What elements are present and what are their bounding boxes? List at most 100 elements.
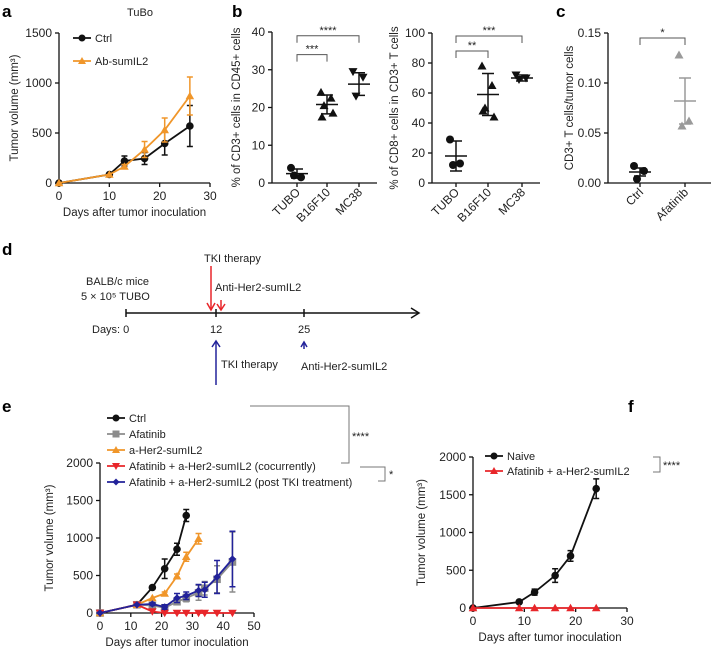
data-point	[182, 511, 191, 520]
data-point	[358, 73, 368, 82]
x-tick-label: MC38	[333, 185, 366, 218]
data-point	[566, 552, 575, 560]
data-point	[630, 162, 638, 170]
data-point	[148, 600, 157, 608]
data-point	[592, 484, 600, 493]
data-point	[446, 135, 454, 144]
y-tick-label: 1500	[439, 488, 466, 502]
y-tick-label: 1000	[66, 531, 93, 545]
y-tick-label: 60	[412, 86, 426, 100]
data-point	[328, 108, 338, 117]
group-b16f10	[477, 61, 499, 121]
chart-title: TuBo	[127, 7, 153, 19]
data-point	[160, 564, 169, 573]
data-point	[54, 178, 64, 187]
chart-f: 0 500 1000 1500 2000 Tumor volume (mm³) 0 10 20 3…	[416, 450, 681, 644]
mean-sd-bar	[629, 167, 651, 177]
legend-marker	[112, 463, 120, 470]
panel-label-f: f	[628, 397, 634, 416]
y-tick-label: 0	[45, 176, 52, 190]
data-point	[140, 154, 149, 163]
series-line	[58, 125, 191, 184]
legend-label: Ab-sumIL2	[95, 56, 148, 68]
data-point	[160, 125, 169, 134]
x-tick-label: Afatinib	[653, 185, 691, 223]
group-mc38	[348, 68, 370, 101]
data-point	[140, 145, 149, 153]
data-point	[173, 594, 181, 602]
data-point	[228, 555, 237, 563]
data-point	[514, 603, 524, 612]
legend-marker	[78, 57, 86, 64]
legend-marker	[490, 452, 498, 460]
data-point	[148, 608, 157, 616]
y-tick-label: 500	[32, 126, 52, 140]
y-tick-label: 500	[73, 569, 93, 583]
timeline-top-antibody-label: Anti-Her2-sumIL2	[215, 282, 301, 294]
data-point	[181, 552, 191, 561]
data-point	[133, 600, 141, 609]
data-point	[477, 61, 487, 70]
y-tick-label: 10	[252, 138, 266, 152]
data-point	[200, 609, 210, 618]
timeline-bottom-antibody-label: Anti-Her2-sumIL2	[301, 361, 387, 373]
y-tick-label: 1000	[439, 526, 466, 540]
y-tick-label: 0.10	[578, 76, 602, 90]
significance-label: **	[468, 40, 477, 52]
significance-bracket	[455, 35, 523, 43]
y-tick-label: 0.00	[578, 176, 602, 190]
data-point	[194, 534, 203, 543]
data-point	[181, 609, 191, 618]
y-tick-label: 0	[86, 606, 93, 620]
timeline-inoculum: 5 × 10⁵ TUBO	[81, 291, 150, 303]
y-tick-label: 20	[252, 101, 266, 115]
mean-sd-bar	[477, 72, 499, 117]
y-tick-label: 1500	[66, 494, 93, 508]
data-point	[551, 571, 559, 580]
mean-sd-bar	[316, 94, 338, 115]
significance-label: ****	[352, 431, 370, 443]
x-tick-label: Ctrl	[623, 185, 646, 208]
data-point	[212, 609, 222, 618]
data-point	[326, 93, 336, 102]
y-tick-label: 40	[412, 116, 426, 130]
data-point	[633, 175, 641, 183]
timeline-days-label: Days: 0	[92, 324, 129, 336]
data-point	[182, 591, 191, 600]
x-axis-label: Days after tumor inoculation	[63, 207, 206, 219]
significance-bracket	[653, 456, 661, 473]
series-afatinib-a-her2-sumil2	[468, 603, 601, 612]
significance-label: ***	[306, 44, 320, 56]
data-point	[456, 159, 464, 168]
y-axis-label: Tumor volume (mm³)	[416, 479, 428, 586]
data-point	[160, 603, 169, 611]
x-tick-label: 30	[203, 189, 217, 203]
data-point	[640, 167, 648, 175]
y-tick-label: 40	[252, 25, 266, 39]
legend-marker	[78, 34, 86, 42]
data-point	[317, 112, 327, 121]
x-tick-label: 10	[103, 189, 117, 203]
data-point	[530, 603, 539, 612]
legend-marker	[112, 414, 120, 422]
chart-b2: 0 20 40 60 80 100 % of CD8+ cells in CD3+ T ce…	[389, 25, 540, 225]
data-point	[96, 609, 104, 617]
red-arrow-icon	[206, 266, 226, 312]
y-tick-label: 2000	[439, 450, 466, 464]
significance-label: *	[389, 469, 394, 481]
series-naive	[469, 478, 600, 612]
panel-label-a: a	[2, 2, 12, 21]
timeline-top-tki-label: TKI therapy	[204, 253, 261, 265]
data-point	[172, 571, 182, 580]
legend-label: Ctrl	[95, 33, 112, 45]
y-tick-label: 1000	[25, 76, 52, 90]
data-point	[566, 603, 575, 612]
legend-marker	[112, 430, 120, 438]
chart-a: 0 500 1000 1500 Tumor volume (mm³) 0 10 20 30 Day…	[9, 7, 217, 219]
x-tick-label: 20	[155, 619, 169, 633]
x-tick-label: 10	[518, 614, 532, 628]
data-point	[160, 589, 169, 597]
data-point	[316, 87, 326, 96]
x-tick-label: B16F10	[294, 185, 334, 225]
